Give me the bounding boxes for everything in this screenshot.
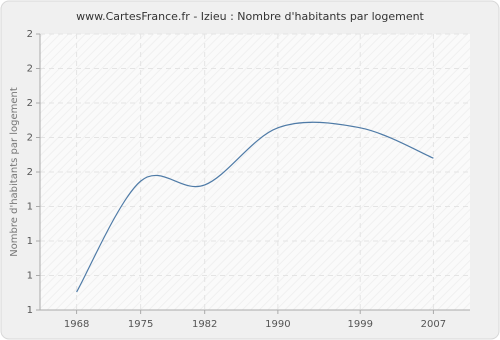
y-tick-label: 2 (27, 98, 33, 109)
y-tick-label: 2 (27, 64, 33, 75)
chart-title: www.CartesFrance.fr - Izieu : Nombre d'h… (76, 10, 424, 23)
x-tick-label: 1999 (347, 319, 372, 330)
y-tick-label: 2 (27, 29, 33, 40)
line (76, 121, 434, 293)
plot-area (40, 34, 470, 310)
y-tick-label: 1 (27, 271, 33, 282)
x-tick-label: 1982 (192, 319, 217, 330)
y-tick-label: 1 (27, 202, 33, 213)
plot: 1 1 1 1 2 2 2 2 2 1968 1975 1982 1990 1999 2007 (27, 29, 470, 330)
y-axis-label: Nombre d'habitants par logement (9, 87, 20, 257)
y-tick-label: 2 (27, 133, 33, 144)
y-tick-label: 2 (27, 167, 33, 178)
x-tick-label: 1968 (64, 319, 89, 330)
x-tick-label: 1975 (128, 319, 153, 330)
y-tick-label: 1 (27, 305, 33, 316)
x-tick-label: 2007 (421, 319, 446, 330)
y-tick-label: 1 (27, 236, 33, 247)
x-tick-label: 1990 (265, 319, 290, 330)
